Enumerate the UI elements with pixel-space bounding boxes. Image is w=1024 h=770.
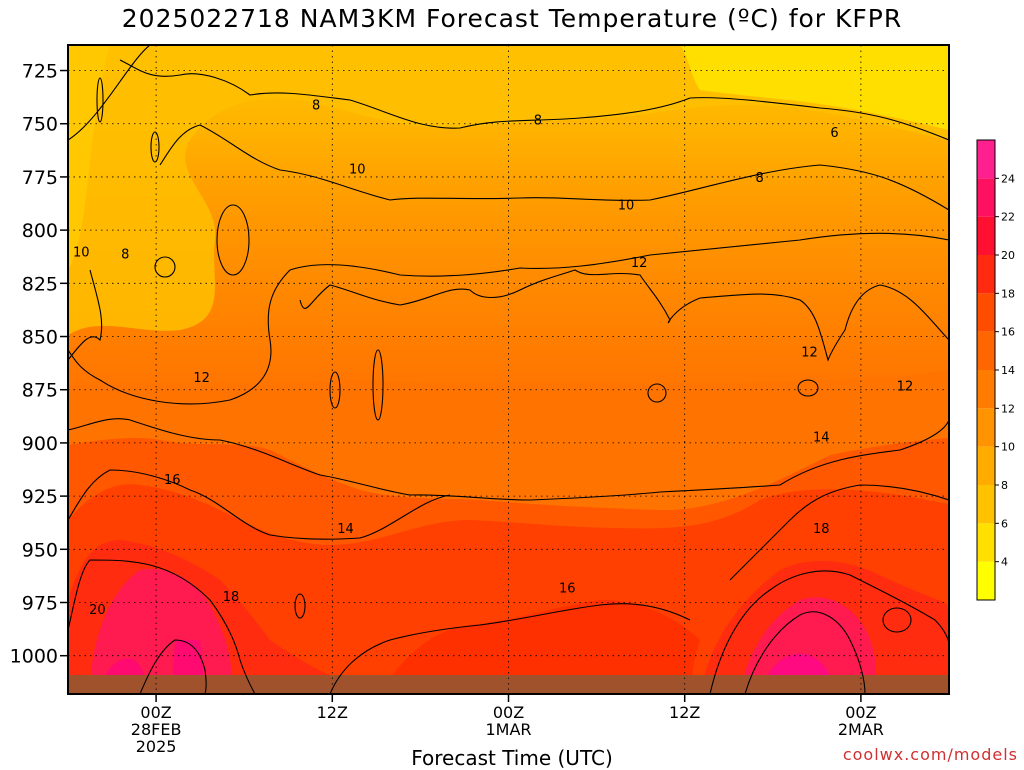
contour-label: 8 (534, 113, 542, 128)
contour-label: 10 (73, 245, 90, 260)
colorbar-swatch (977, 216, 995, 255)
colorbar-swatch (977, 485, 995, 524)
contour-label: 18 (813, 522, 830, 537)
colorbar-swatch (977, 293, 995, 332)
colorbar-label: 8 (1001, 479, 1008, 492)
y-tick-label: 800 (22, 220, 58, 242)
contour-label: 12 (897, 379, 914, 394)
x-tick-label: 00Z (493, 703, 524, 722)
contour-label: 14 (813, 431, 830, 446)
x-tick-label: 2MAR (838, 720, 884, 739)
y-tick-label: 975 (22, 593, 58, 615)
colorbar-label: 18 (1001, 287, 1015, 300)
colorbar-label: 12 (1001, 402, 1015, 415)
contour-label: 8 (312, 99, 320, 114)
gridlines (68, 45, 949, 694)
colorbar-label: 22 (1001, 211, 1015, 224)
colorbar-label: 16 (1001, 326, 1015, 339)
x-tick-label: 1MAR (485, 720, 531, 739)
y-tick-label: 950 (22, 539, 58, 561)
colorbar-swatch (977, 331, 995, 370)
colorbar-swatch (977, 140, 995, 179)
contour-labels: 8 8 6 10 8 10 10 8 12 12 12 12 14 16 14 18 16 20 18 (73, 99, 914, 618)
colorbar-label: 10 (1001, 441, 1015, 454)
contour-label: 14 (337, 522, 354, 537)
chart-title: 2025022718 NAM3KM Forecast Temperature (… (121, 4, 903, 33)
y-tick-label: 925 (22, 486, 58, 508)
y-tick-label: 875 (22, 380, 58, 402)
x-tick-label: 00Z (845, 703, 876, 722)
colorbar-swatch (977, 255, 995, 294)
contour-label: 8 (755, 171, 763, 186)
y-tick-label: 775 (22, 167, 58, 189)
contour-label: 10 (349, 162, 366, 177)
credit-text: coolwx.com/models (842, 745, 1018, 764)
contour-label: 20 (89, 603, 106, 618)
contour-label: 6 (830, 126, 838, 141)
colorbar-swatch (977, 178, 995, 217)
colorbar-label: 20 (1001, 249, 1015, 262)
y-tick-label: 750 (22, 114, 58, 136)
contour-label: 10 (618, 199, 635, 214)
colorbar-label: 6 (1001, 517, 1008, 530)
colorbar-swatch (977, 523, 995, 562)
y-tick-label: 825 (22, 273, 58, 295)
contour-label: 8 (121, 248, 129, 263)
contour-label: 18 (223, 590, 240, 605)
contour-label: 12 (801, 345, 818, 360)
x-tick-label: 00Z (140, 703, 171, 722)
colorbar-swatch (977, 408, 995, 447)
x-tick-label: 28FEB (131, 720, 182, 739)
y-tick-label: 900 (22, 433, 58, 455)
contour-label: 16 (559, 582, 576, 597)
y-tick-label: 725 (22, 61, 58, 83)
colorbar-label: 4 (1001, 556, 1008, 569)
x-tick-label: 12Z (317, 703, 348, 722)
contour-lines (68, 45, 949, 694)
colorbar-swatch (977, 370, 995, 409)
contour-label: 12 (193, 371, 210, 386)
x-axis-label: Forecast Time (UTC) (411, 746, 613, 770)
contour-label: 12 (631, 256, 648, 271)
colorbar-swatch (977, 561, 995, 600)
x-tick-label: 12Z (669, 703, 700, 722)
x-tick-label: 2025 (136, 737, 177, 756)
colorbar: 4 6 8 10 12 14 16 18 20 22 24 (976, 139, 1015, 601)
colorbar-label: 14 (1001, 364, 1015, 377)
contour-label: 16 (164, 473, 181, 488)
y-axis: 725 750 775 800 825 850 875 900 925 950 975 1000 (10, 61, 68, 668)
y-tick-label: 850 (22, 327, 58, 349)
y-tick-label: 1000 (10, 646, 58, 668)
colorbar-swatch (977, 446, 995, 485)
colorbar-label: 24 (1001, 172, 1015, 185)
